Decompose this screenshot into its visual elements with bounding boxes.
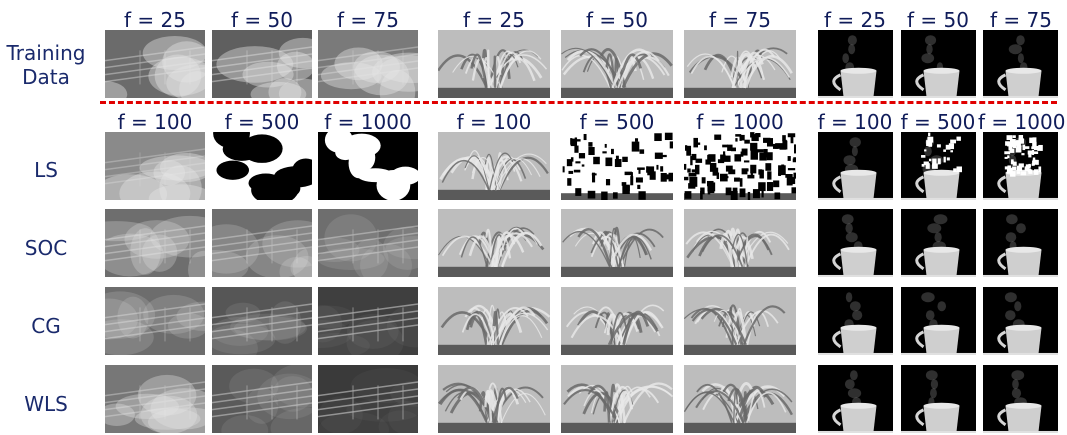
header-smoke-f25: f = 25	[124, 8, 186, 32]
header-smoke-f500: f = 500	[224, 110, 300, 134]
frame-soc-steam-2	[901, 209, 976, 277]
frame-soc-fountain-3	[684, 209, 796, 277]
frame-ls-fountain-1	[438, 132, 550, 200]
row-label-ls: LS	[34, 158, 58, 182]
frame-training-steam-2	[901, 30, 976, 98]
frame-ls-fountain-2	[561, 132, 673, 200]
frame-wls-steam-2	[901, 365, 976, 433]
frame-training-smoke-3	[318, 30, 418, 98]
frame-soc-fountain-1	[438, 209, 550, 277]
header-fountain-f1000: f = 1000	[696, 110, 784, 134]
frame-ls-smoke-3	[318, 132, 418, 200]
header-fountain-f25: f = 25	[463, 8, 525, 32]
row-label-soc: SOC	[24, 236, 68, 260]
frame-ls-fountain-3	[684, 132, 796, 200]
header-fountain-f100: f = 100	[456, 110, 532, 134]
frame-cg-smoke-1	[105, 287, 205, 355]
frame-cg-fountain-2	[561, 287, 673, 355]
frame-ls-steam-1	[818, 132, 893, 200]
header-steam-f50: f = 50	[907, 8, 969, 32]
header-smoke-f75: f = 75	[337, 8, 399, 32]
frame-training-steam-1	[818, 30, 893, 98]
frame-wls-smoke-3	[318, 365, 418, 433]
header-fountain-f75: f = 75	[709, 8, 771, 32]
frame-cg-steam-1	[818, 287, 893, 355]
header-steam-f25: f = 25	[824, 8, 886, 32]
frame-wls-fountain-3	[684, 365, 796, 433]
frame-ls-smoke-1	[105, 132, 205, 200]
header-smoke-f100: f = 100	[117, 110, 193, 134]
row-label-cg: CG	[31, 314, 61, 338]
header-smoke-f50: f = 50	[231, 8, 293, 32]
training-test-divider	[100, 101, 1057, 104]
header-steam-f1000: f = 1000	[978, 110, 1066, 134]
frame-wls-smoke-1	[105, 365, 205, 433]
header-steam-f100: f = 100	[817, 110, 893, 134]
frame-soc-steam-3	[983, 209, 1058, 277]
frame-cg-smoke-3	[318, 287, 418, 355]
frame-soc-smoke-2	[212, 209, 312, 277]
frame-wls-steam-3	[983, 365, 1058, 433]
row-label-training-data: Training Data	[0, 41, 92, 89]
frame-soc-smoke-3	[318, 209, 418, 277]
frame-cg-fountain-1	[438, 287, 550, 355]
frame-wls-fountain-1	[438, 365, 550, 433]
frame-training-fountain-3	[684, 30, 796, 98]
frame-ls-smoke-2	[212, 132, 312, 200]
header-steam-f500: f = 500	[900, 110, 976, 134]
frame-wls-steam-1	[818, 365, 893, 433]
frame-soc-steam-1	[818, 209, 893, 277]
frame-soc-fountain-2	[561, 209, 673, 277]
row-label-wls: WLS	[24, 392, 68, 416]
frame-soc-smoke-1	[105, 209, 205, 277]
frame-cg-steam-3	[983, 287, 1058, 355]
frame-training-smoke-1	[105, 30, 205, 98]
frame-cg-fountain-3	[684, 287, 796, 355]
header-fountain-f500: f = 500	[579, 110, 655, 134]
frame-ls-steam-3	[983, 132, 1058, 200]
frame-wls-fountain-2	[561, 365, 673, 433]
row-label-training-line2: Data	[22, 65, 70, 89]
frame-wls-smoke-2	[212, 365, 312, 433]
frame-training-fountain-1	[438, 30, 550, 98]
header-smoke-f1000: f = 1000	[324, 110, 412, 134]
frame-cg-steam-2	[901, 287, 976, 355]
frame-training-fountain-2	[561, 30, 673, 98]
frame-ls-steam-2	[901, 132, 976, 200]
header-steam-f75: f = 75	[990, 8, 1052, 32]
frame-cg-smoke-2	[212, 287, 312, 355]
row-label-training-line1: Training	[6, 41, 86, 65]
header-fountain-f50: f = 50	[586, 8, 648, 32]
frame-training-smoke-2	[212, 30, 312, 98]
frame-training-steam-3	[983, 30, 1058, 98]
